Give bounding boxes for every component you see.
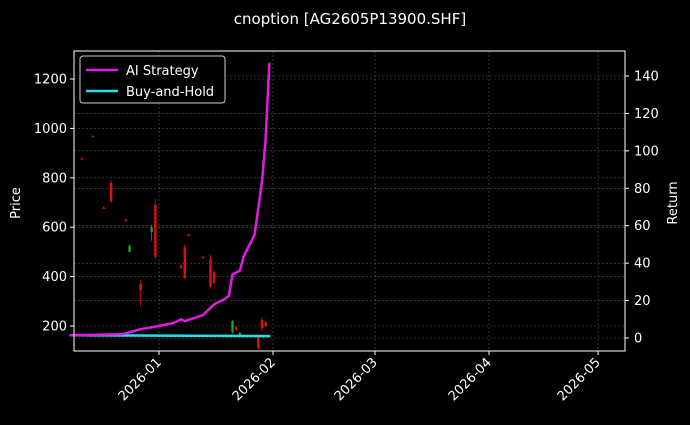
plot-frame	[73, 50, 626, 352]
candle-body	[80, 158, 83, 160]
legend: AI Strategy Buy-and-Hold	[79, 55, 226, 104]
right-tick-label: 60	[634, 219, 651, 234]
legend-label-ai-strategy: AI Strategy	[126, 64, 199, 79]
left-tick-label: 600	[42, 221, 67, 236]
candle-body	[179, 265, 183, 268]
right-tick-label: 0	[634, 332, 642, 347]
left-tick-label: 1000	[34, 122, 67, 137]
candle-body	[209, 259, 212, 287]
left-tick-label: 200	[42, 320, 67, 335]
left-axis-label: Price	[9, 187, 24, 219]
candle-body	[201, 256, 205, 259]
candle-body	[231, 321, 234, 333]
candle-body	[154, 204, 157, 257]
line-ai-strategy	[69, 62, 271, 337]
right-tick-label: 120	[634, 107, 659, 122]
candle-body	[260, 319, 264, 329]
candlesticks	[80, 135, 267, 350]
candle-body	[183, 246, 186, 278]
candle-body	[128, 245, 131, 252]
right-tick-label: 40	[634, 257, 651, 272]
candle-body	[264, 322, 267, 326]
left-tick-label: 1200	[34, 73, 67, 88]
right-axis-label: Return	[666, 181, 681, 224]
candle-body	[150, 227, 153, 233]
right-tick-label: 80	[634, 182, 651, 197]
candle-body	[235, 327, 238, 330]
right-y-axis: 0 20 40 60 80 100 120 140	[625, 70, 659, 347]
chart-title: cnoption [AG2605P13900.SHF]	[234, 10, 466, 28]
candle-body	[124, 219, 128, 222]
left-tick-label: 800	[42, 171, 67, 186]
candle-body	[212, 271, 216, 283]
right-tick-label: 140	[634, 70, 659, 85]
candle-body	[91, 135, 95, 138]
right-tick-label: 20	[634, 294, 651, 309]
candle-body	[102, 207, 106, 209]
left-y-axis: 200 400 600 800 1000 1200	[34, 73, 74, 335]
series-lines	[69, 62, 271, 338]
candle-body	[139, 284, 142, 291]
left-tick-label: 400	[42, 270, 67, 285]
right-tick-label: 100	[634, 144, 659, 159]
candle-body	[187, 234, 190, 237]
legend-label-buy-and-hold: Buy-and-Hold	[126, 85, 214, 100]
candle-body	[238, 332, 242, 335]
candle-body	[257, 335, 260, 349]
candle-body	[109, 182, 113, 202]
